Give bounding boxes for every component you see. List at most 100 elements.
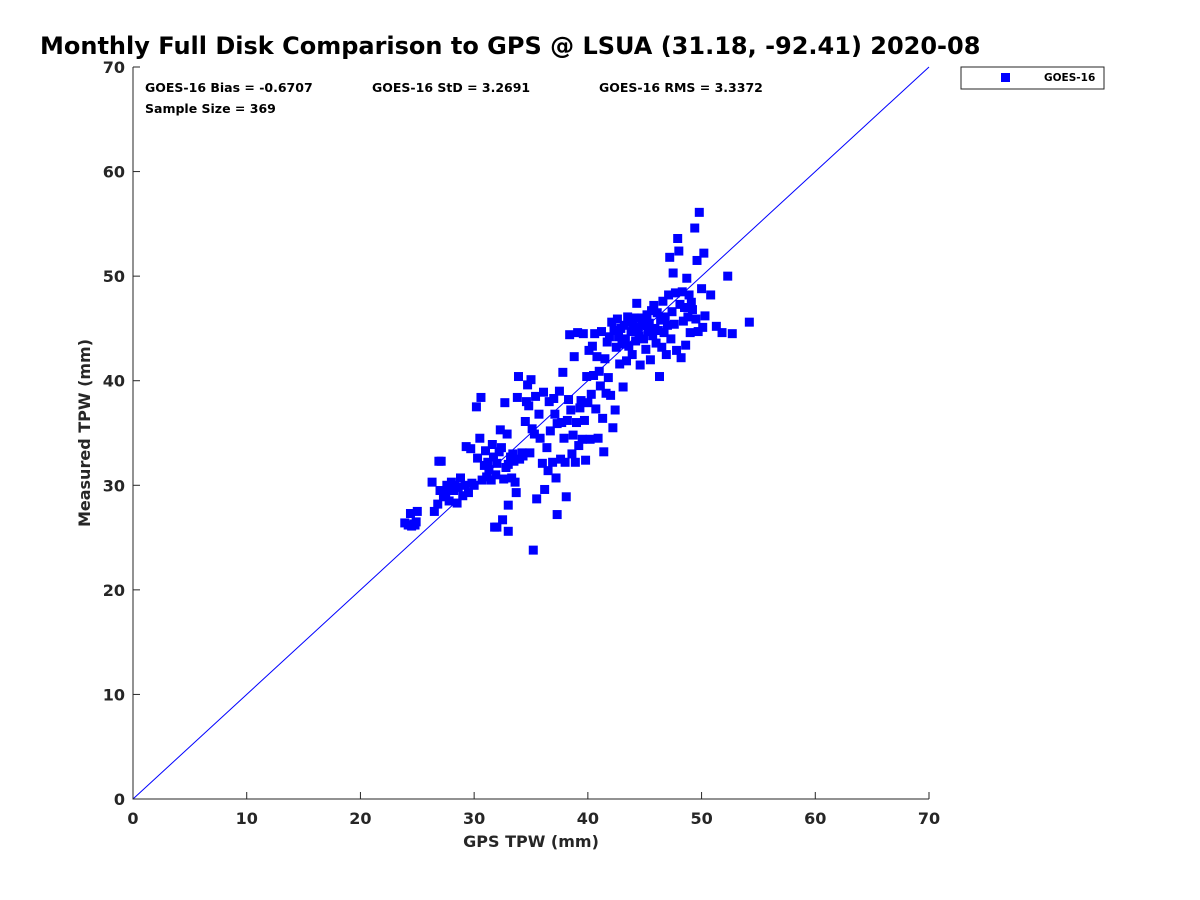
data-point (599, 447, 609, 457)
data-point (463, 488, 473, 498)
data-point (615, 359, 625, 369)
data-point (675, 299, 685, 309)
data-point (502, 429, 512, 439)
data-point (581, 455, 591, 465)
data-point (560, 457, 570, 467)
data-point (551, 473, 561, 483)
data-point (570, 457, 580, 467)
data-point (652, 308, 662, 318)
data-point (543, 466, 553, 476)
data-point (593, 433, 603, 443)
sample-size-annotation: Sample Size = 369 (145, 101, 276, 116)
data-point (678, 316, 688, 326)
data-point (460, 480, 470, 490)
data-point (475, 433, 485, 443)
data-point (532, 494, 542, 504)
data-point (491, 470, 501, 480)
data-point (473, 453, 483, 463)
data-point (545, 426, 555, 436)
data-point (687, 305, 697, 315)
data-point (654, 372, 664, 382)
data-point (582, 372, 592, 382)
data-point (444, 496, 454, 506)
y-tick-label: 10 (103, 685, 125, 704)
data-point (644, 318, 654, 328)
data-point (529, 429, 539, 439)
data-point (527, 424, 537, 434)
data-point (660, 312, 670, 322)
data-point (623, 312, 633, 322)
data-point (619, 320, 629, 330)
data-point (526, 375, 536, 385)
data-point (568, 430, 578, 440)
data-point (503, 526, 513, 536)
data-point (629, 313, 639, 323)
data-point (690, 223, 700, 233)
data-point (559, 433, 569, 443)
data-point (717, 328, 727, 338)
x-tick-label: 40 (577, 809, 599, 828)
data-point (602, 337, 612, 347)
data-point (503, 500, 513, 510)
data-point (610, 405, 620, 415)
data-point (535, 433, 545, 443)
data-point (455, 473, 465, 483)
data-point (711, 321, 721, 331)
x-axis-label: GPS TPW (mm) (463, 832, 599, 851)
data-point (609, 326, 619, 336)
x-tick-label: 60 (804, 809, 826, 828)
data-point (567, 449, 577, 459)
data-point (498, 515, 508, 525)
data-point (657, 342, 667, 352)
data-point (499, 474, 509, 484)
data-point (640, 320, 650, 330)
data-point (518, 451, 528, 461)
data-point (534, 409, 544, 419)
rms-annotation: GOES-16 RMS = 3.3372 (599, 80, 763, 95)
data-point (492, 522, 502, 532)
data-point (487, 440, 497, 450)
x-tick-label: 20 (349, 809, 371, 828)
data-point (661, 350, 671, 360)
data-point (579, 415, 589, 425)
data-point (539, 387, 549, 397)
x-tick-label: 30 (463, 809, 485, 828)
data-point (694, 207, 704, 217)
data-point (645, 355, 655, 365)
data-point (594, 366, 604, 376)
data-point (452, 498, 462, 508)
points-group (400, 207, 754, 555)
data-point (549, 393, 559, 403)
data-point (635, 360, 645, 370)
data-point (488, 452, 498, 462)
data-point (564, 395, 574, 405)
data-point (658, 296, 668, 306)
data-point (598, 413, 608, 423)
data-point (525, 448, 535, 458)
data-point (427, 477, 437, 487)
data-point (482, 472, 492, 482)
data-point (597, 327, 607, 337)
data-point (405, 509, 415, 519)
data-point (513, 372, 523, 382)
data-point (566, 405, 576, 415)
data-point (641, 344, 651, 354)
data-point (554, 386, 564, 396)
x-tick-label: 0 (127, 809, 138, 828)
data-point (608, 423, 618, 433)
data-point (484, 465, 494, 475)
data-point (442, 480, 452, 490)
data-point (509, 456, 519, 466)
data-point (631, 336, 641, 346)
data-point (590, 329, 600, 339)
y-tick-label: 40 (103, 372, 125, 391)
data-point (429, 506, 439, 516)
data-point (512, 392, 522, 402)
data-point (676, 353, 686, 363)
data-point (727, 329, 737, 339)
data-point (544, 397, 554, 407)
data-point (674, 246, 684, 256)
data-point (665, 252, 675, 262)
data-point (692, 255, 702, 265)
data-point (565, 330, 575, 340)
